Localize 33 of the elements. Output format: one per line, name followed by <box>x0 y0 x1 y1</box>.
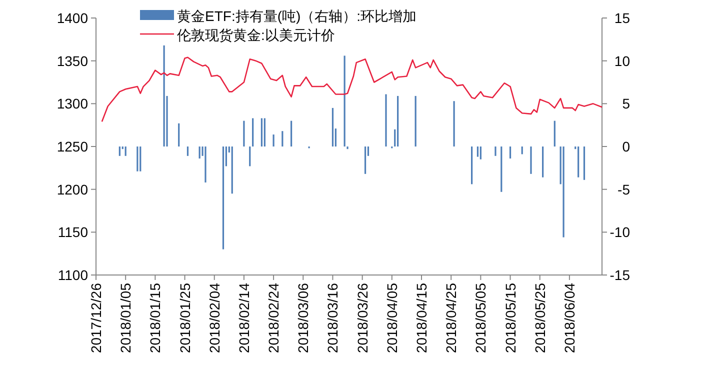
y2-tick-label: 10 <box>614 52 630 69</box>
y2-tick-label: -10 <box>610 224 630 240</box>
legend-label: 伦敦现货黄金:以美元计价 <box>177 27 335 43</box>
x-tick-label: 2018/01/25 <box>176 282 193 354</box>
legend-label: 黄金ETF:持有量(吨)（右轴）:环比增加 <box>177 8 417 24</box>
x-tick-label: 2018/06/04 <box>561 282 578 354</box>
x-tick-label: 2018/04/15 <box>413 282 430 354</box>
x-tick-label: 2017/12/26 <box>88 282 104 354</box>
x-tick-label: 2018/01/15 <box>147 282 164 354</box>
y2-tick-label: -5 <box>618 181 630 198</box>
y-tick-label: 1200 <box>56 181 88 198</box>
x-tick-label: 2018/04/05 <box>384 282 400 354</box>
x-tick-label: 2018/03/26 <box>354 282 370 354</box>
x-tick-label: 2018/03/06 <box>295 282 312 354</box>
x-tick-label: 2018/05/15 <box>502 282 518 354</box>
y-tick-label: 1150 <box>58 224 88 240</box>
x-tick-label: 2018/05/25 <box>532 282 548 354</box>
x-tick-label: 2018/04/25 <box>443 282 460 354</box>
x-tick-label: 2018/05/05 <box>472 282 489 354</box>
y2-tick-label: 0 <box>622 138 630 154</box>
x-tick-label: 2018/02/24 <box>266 282 282 354</box>
x-tick-label: 2018/02/14 <box>236 282 252 354</box>
y2-tick-label: 15 <box>614 10 630 26</box>
y-tick-label: 1100 <box>58 267 88 283</box>
x-tick-label: 2018/01/05 <box>118 282 134 354</box>
y2-tick-label: -15 <box>610 267 630 283</box>
y-tick-label: 1250 <box>56 138 88 154</box>
y-tick-label: 1350 <box>56 52 88 69</box>
y2-tick-label: 5 <box>622 96 630 112</box>
y-tick-label: 1400 <box>56 10 88 26</box>
x-tick-label: 2018/03/16 <box>324 282 341 354</box>
y-tick-label: 1300 <box>56 96 88 112</box>
x-tick-label: 2018/02/04 <box>206 282 222 354</box>
